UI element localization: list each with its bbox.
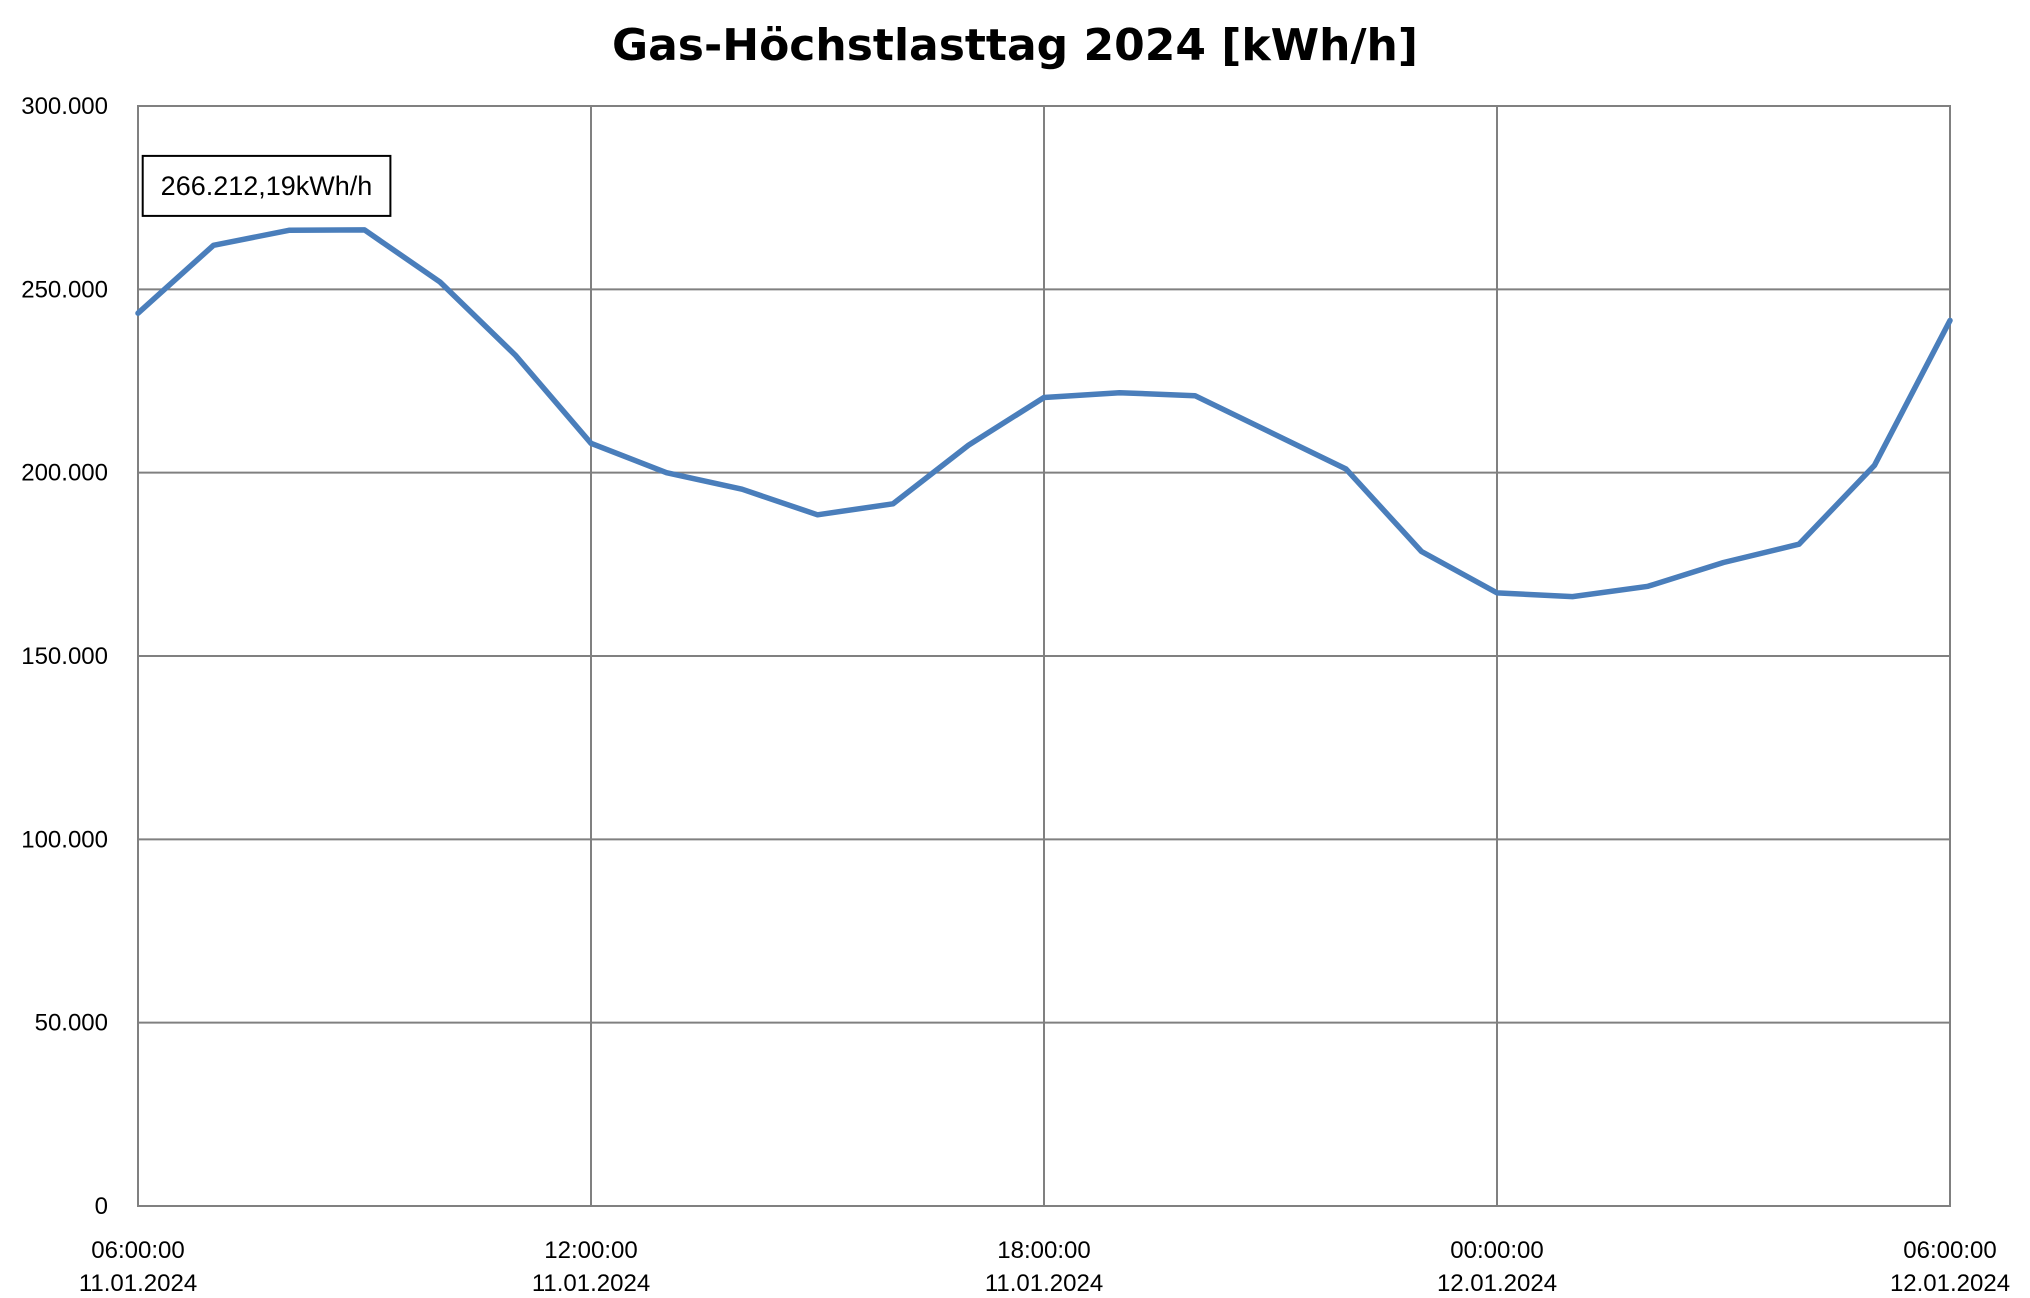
annotation-label: 266.212,19kWh/h — [161, 171, 373, 201]
y-tick-label: 300.000 — [21, 93, 108, 120]
y-tick-label: 100.000 — [21, 826, 108, 853]
y-tick-label: 250.000 — [21, 276, 108, 303]
y-tick-label: 50.000 — [35, 1010, 108, 1037]
x-tick-date-label: 11.01.2024 — [985, 1270, 1103, 1297]
x-tick-time-label: 12:00:00 — [544, 1237, 637, 1264]
chart-title: Gas-Höchstlasttag 2024 [kWh/h] — [612, 20, 1418, 71]
plot-area-frame — [137, 105, 1951, 1207]
x-tick-time-label: 06:00:00 — [1903, 1237, 1996, 1264]
x-tick-time-label: 18:00:00 — [997, 1237, 1090, 1264]
x-axis-tick-labels: 06:00:00 11.01.2024 12:00:00 11.01.2024 18:0… — [79, 1237, 2010, 1297]
peak-annotation: 266.212,19kWh/h — [141, 154, 392, 217]
x-tick-date-label: 12.01.2024 — [1890, 1270, 2010, 1297]
y-tick-label: 200.000 — [21, 460, 108, 487]
grid-lines — [137, 105, 1951, 1207]
x-tick-date-label: 11.01.2024 — [532, 1270, 650, 1297]
y-tick-label: 150.000 — [21, 643, 108, 670]
x-tick-time-label: 00:00:00 — [1450, 1237, 1543, 1264]
annotation-box — [141, 154, 392, 217]
x-tick-time-label: 06:00:00 — [91, 1237, 184, 1264]
x-tick-date-label: 11.01.2024 — [79, 1270, 197, 1297]
x-tick-date-label: 12.01.2024 — [1437, 1270, 1557, 1297]
series-line — [135, 227, 1953, 600]
series-lines — [135, 227, 1953, 600]
annotations: 266.212,19kWh/h — [141, 154, 392, 217]
y-axis-tick-labels: 0 50.000 100.000 150.000 200.000 250.000 300.0… — [21, 93, 108, 1220]
y-tick-label: 0 — [95, 1193, 108, 1220]
